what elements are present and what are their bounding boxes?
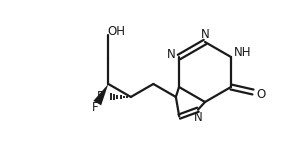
- Text: O: O: [256, 88, 266, 101]
- Text: OH: OH: [107, 25, 125, 38]
- Text: F: F: [97, 90, 104, 103]
- Text: N: N: [194, 111, 202, 124]
- Text: NH: NH: [234, 47, 252, 59]
- Polygon shape: [93, 84, 108, 105]
- Text: N: N: [167, 49, 175, 61]
- Text: N: N: [201, 28, 209, 40]
- Text: F: F: [92, 101, 98, 114]
